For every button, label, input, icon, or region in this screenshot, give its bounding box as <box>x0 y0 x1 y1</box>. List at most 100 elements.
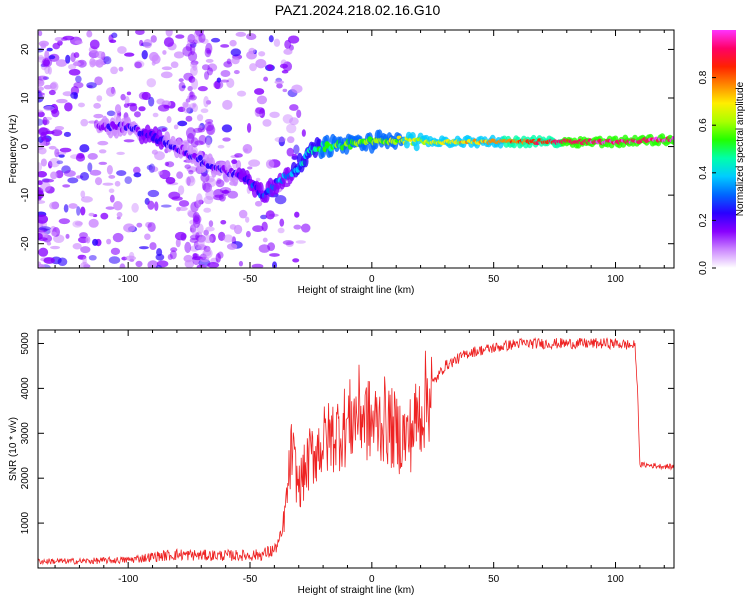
spectrogram-cell <box>248 47 256 55</box>
spectrogram-cell <box>123 223 136 233</box>
snr-axes: -100 -50 0 50 100 1000 2000 3000 4000 5000 <box>20 330 674 585</box>
spectrogram-cell <box>72 61 81 67</box>
colorbar-tick-label: 0.0 <box>698 261 709 275</box>
spectrogram-cell <box>217 144 225 149</box>
spectrogram-cell <box>38 247 49 257</box>
spectrogram-cell <box>162 50 167 55</box>
spectrogram-cell <box>44 50 50 61</box>
spectrogram-cell <box>261 221 268 232</box>
spectrogram-cell <box>110 66 118 75</box>
spectrogram-cell <box>134 61 142 69</box>
spectrogram-cell <box>42 76 50 80</box>
spectrogram-cell <box>222 99 233 110</box>
spectrogram-cell <box>165 176 176 185</box>
spectrogram-cell <box>95 59 104 68</box>
spectrogram-cell <box>109 39 117 43</box>
spectrogram-cell <box>73 81 84 89</box>
spectrogram-cell <box>155 253 165 261</box>
spectrogram-cell <box>301 129 306 137</box>
spectrogram-cell <box>177 120 188 127</box>
spectrogram-cell <box>183 254 193 263</box>
spectrogram-cell <box>200 108 209 114</box>
spectrogram-cell <box>63 204 69 213</box>
spectrogram-cell <box>279 63 288 69</box>
spectrogram-cell <box>233 70 240 75</box>
spectrogram-cell <box>54 36 64 42</box>
spectrogram-cell <box>118 66 124 72</box>
spectrogram-cell <box>111 32 118 39</box>
spectrogram-x-tick-label: -50 <box>243 274 258 285</box>
spectrogram-cell <box>287 35 300 44</box>
spectrogram-cell <box>249 63 257 72</box>
spectrogram-cell <box>254 88 265 95</box>
spectrogram-cell <box>88 212 95 217</box>
spectrogram-cell <box>143 38 153 49</box>
spectrogram-cell <box>108 174 116 179</box>
snr-y-tick-label: 5000 <box>20 332 31 355</box>
spectrogram-cell <box>215 252 221 263</box>
spectrogram-cell <box>146 78 157 88</box>
spectrogram-cell <box>190 62 197 68</box>
spectrogram-cell <box>136 222 143 228</box>
spectrogram-cell <box>100 212 109 220</box>
snr-line-group <box>38 337 674 566</box>
spectrogram-cell <box>262 237 268 243</box>
spectrogram-cell <box>77 102 85 108</box>
spectrogram-cell <box>194 30 205 37</box>
spectrogram-cell <box>205 58 214 63</box>
spectrogram-cell <box>213 80 224 90</box>
spectrogram-cell <box>183 72 194 81</box>
colorbar-tick-label: 0.4 <box>698 165 709 179</box>
spectrogram-cell <box>40 158 47 167</box>
spectrogram-cell <box>163 104 170 109</box>
spectrogram-cell <box>79 171 90 181</box>
spectrogram-cell <box>105 206 115 210</box>
spectrogram-cell <box>289 117 299 126</box>
spectrogram-cell <box>206 67 213 76</box>
spectrogram-cell <box>185 115 193 122</box>
spectrogram-cell <box>70 91 78 99</box>
spectrogram-cell <box>38 109 44 113</box>
spectrogram-cell <box>245 216 250 223</box>
spectrogram-cell <box>175 34 185 39</box>
spectrogram-cell <box>72 243 82 250</box>
spectrogram-cell <box>274 136 287 143</box>
spectrogram-cell <box>43 105 55 112</box>
spectrogram-cell <box>139 39 144 47</box>
spectrogram-cell <box>148 96 155 107</box>
snr-y-tick-label: 4000 <box>20 377 31 400</box>
spectrogram-cell <box>272 261 278 268</box>
spectrogram-cell <box>245 230 251 238</box>
spectrogram-cell <box>141 91 151 101</box>
spectrogram-cell <box>246 33 257 41</box>
spectrogram-cell <box>38 171 48 178</box>
spectrogram-cell <box>256 95 268 105</box>
spectrogram-cell <box>89 39 100 50</box>
spectrogram-cell <box>147 200 155 210</box>
spectrogram-cell <box>93 102 101 109</box>
spectrogram-cell <box>208 220 214 227</box>
spectrogram-cell <box>94 76 103 86</box>
spectrogram-cell <box>117 46 127 54</box>
colorbar-label: Normalized spectral amplitude <box>735 81 746 216</box>
spectrogram-cell <box>210 37 221 43</box>
spectrogram-cell <box>157 170 163 176</box>
spectrogram-cell <box>48 160 53 169</box>
spectrogram-cell <box>171 196 183 201</box>
spectrogram-cell <box>255 177 261 182</box>
spectrogram-cell <box>219 186 232 194</box>
spectrogram-cell <box>258 51 266 57</box>
spectrogram-cell <box>65 233 70 239</box>
spectrogram-cell <box>38 232 43 241</box>
spectrogram-cell <box>222 137 231 142</box>
spectrogram-cell <box>671 136 674 141</box>
spectrogram-cell <box>114 180 121 187</box>
spectrogram-cell <box>170 61 179 69</box>
spectrogram-cell <box>149 242 157 251</box>
spectrogram-cell <box>55 170 64 179</box>
spectrogram-cell <box>175 238 181 248</box>
spectrogram-cell <box>52 42 61 50</box>
spectrogram-cell <box>43 116 53 121</box>
spectrogram-cell <box>103 56 112 65</box>
